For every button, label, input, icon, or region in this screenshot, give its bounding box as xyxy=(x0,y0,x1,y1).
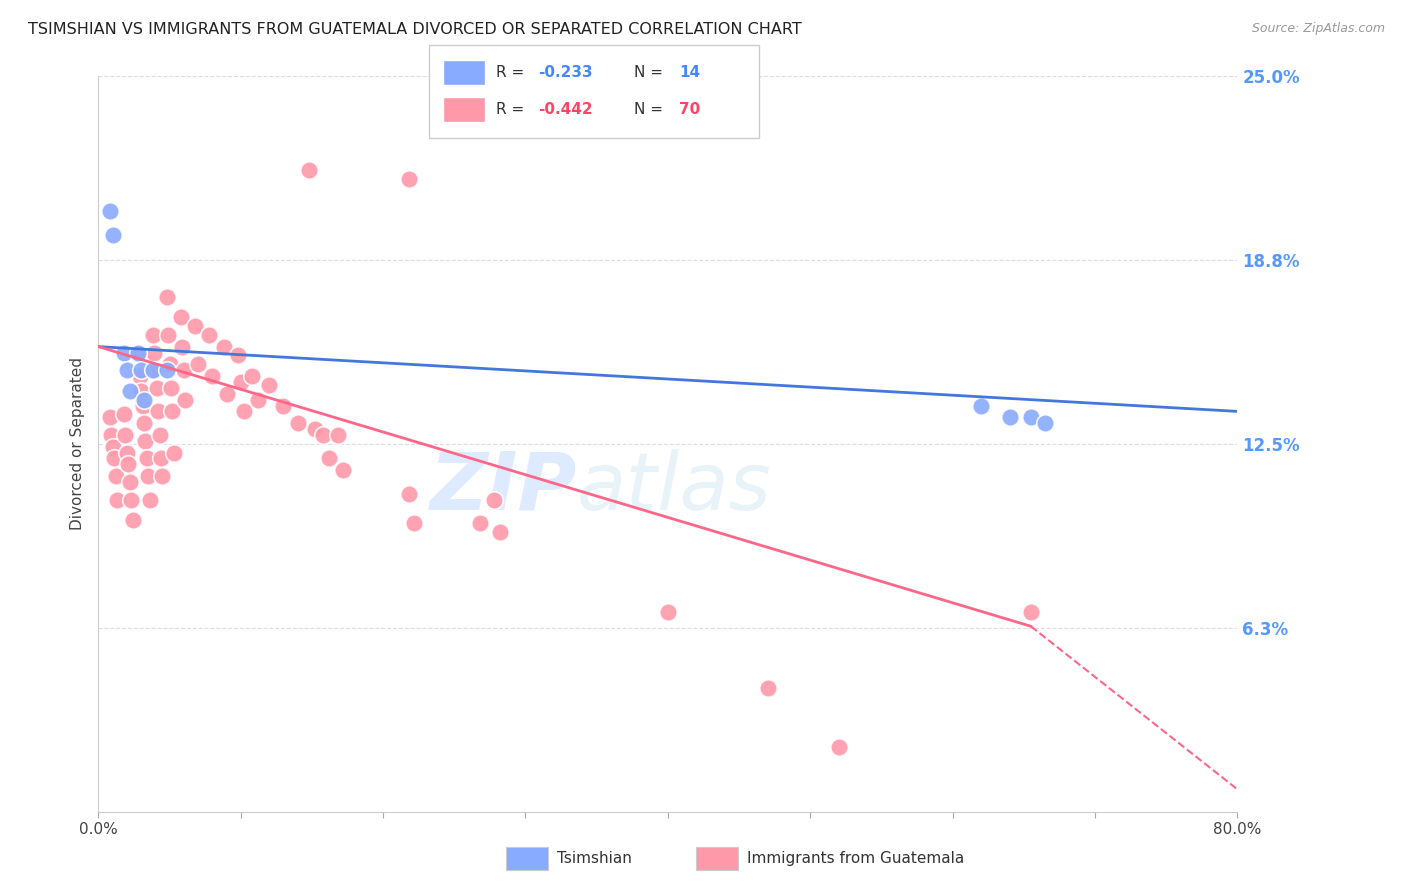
Point xyxy=(489,524,512,539)
Point xyxy=(174,392,197,407)
Point xyxy=(240,369,263,384)
Text: Tsimshian: Tsimshian xyxy=(557,851,631,865)
Text: -0.442: -0.442 xyxy=(538,103,593,117)
Point xyxy=(173,363,195,377)
Point xyxy=(118,384,141,398)
Point xyxy=(1019,605,1042,619)
Text: atlas: atlas xyxy=(576,449,772,527)
Point xyxy=(156,289,179,303)
Point xyxy=(136,469,159,483)
Point xyxy=(112,345,135,359)
Point xyxy=(105,492,128,507)
Point xyxy=(150,451,173,466)
Text: 14: 14 xyxy=(679,65,700,79)
Point xyxy=(112,407,135,421)
Point xyxy=(170,310,193,325)
Point xyxy=(998,410,1021,425)
Point xyxy=(146,381,169,395)
Point xyxy=(98,410,121,425)
Text: R =: R = xyxy=(496,65,530,79)
Point xyxy=(100,428,122,442)
Point xyxy=(101,227,124,242)
Text: 70: 70 xyxy=(679,103,700,117)
Point xyxy=(1019,410,1042,425)
Point xyxy=(121,513,143,527)
Point xyxy=(141,363,163,377)
Point xyxy=(152,469,174,483)
Point xyxy=(149,428,172,442)
Point xyxy=(756,681,779,695)
Point xyxy=(332,463,354,477)
Point xyxy=(115,445,138,459)
Point xyxy=(118,475,141,489)
Point xyxy=(117,458,139,472)
Point xyxy=(115,363,138,377)
Point xyxy=(404,516,426,531)
Point xyxy=(201,369,224,384)
Point xyxy=(482,492,505,507)
Point xyxy=(326,428,349,442)
Point xyxy=(398,487,420,501)
Point xyxy=(215,386,238,401)
Point xyxy=(135,451,157,466)
Point xyxy=(226,348,249,362)
Point xyxy=(138,492,160,507)
Point xyxy=(162,404,184,418)
Point xyxy=(187,357,209,371)
Point xyxy=(304,422,326,436)
Point xyxy=(312,428,335,442)
Point xyxy=(232,404,254,418)
Point xyxy=(318,451,340,466)
Point xyxy=(142,345,165,359)
Point xyxy=(132,392,155,407)
Point xyxy=(246,392,269,407)
Point xyxy=(212,340,235,354)
Point xyxy=(103,451,125,466)
Point xyxy=(468,516,491,531)
Point xyxy=(101,440,124,454)
Text: N =: N = xyxy=(634,103,668,117)
Point xyxy=(160,381,183,395)
Point xyxy=(148,404,170,418)
Point xyxy=(229,375,252,389)
Text: Immigrants from Guatemala: Immigrants from Guatemala xyxy=(747,851,965,865)
Text: TSIMSHIAN VS IMMIGRANTS FROM GUATEMALA DIVORCED OR SEPARATED CORRELATION CHART: TSIMSHIAN VS IMMIGRANTS FROM GUATEMALA D… xyxy=(28,22,801,37)
Point xyxy=(156,363,179,377)
Point xyxy=(259,378,281,392)
Point xyxy=(198,327,221,342)
Point xyxy=(98,204,121,219)
Point xyxy=(159,357,181,371)
Point xyxy=(129,384,152,398)
Point xyxy=(828,739,851,754)
Text: Source: ZipAtlas.com: Source: ZipAtlas.com xyxy=(1251,22,1385,36)
Point xyxy=(127,345,149,359)
Point xyxy=(127,345,149,359)
Text: R =: R = xyxy=(496,103,530,117)
Text: N =: N = xyxy=(634,65,668,79)
Point xyxy=(273,399,295,413)
Point xyxy=(128,369,150,384)
Text: ZIP: ZIP xyxy=(429,449,576,527)
Point xyxy=(287,416,309,430)
Point xyxy=(120,492,142,507)
Point xyxy=(157,327,180,342)
Point xyxy=(172,340,194,354)
Point xyxy=(1033,416,1056,430)
Point xyxy=(141,327,163,342)
Point xyxy=(970,399,993,413)
Point xyxy=(145,363,167,377)
Point xyxy=(114,428,136,442)
Point xyxy=(132,416,155,430)
Point xyxy=(184,318,207,333)
Point xyxy=(104,469,127,483)
Point xyxy=(129,363,152,377)
Point xyxy=(298,163,321,178)
Point xyxy=(131,399,153,413)
Point xyxy=(134,434,156,448)
Point xyxy=(163,445,186,459)
Point xyxy=(657,605,679,619)
Point xyxy=(398,171,420,186)
Text: -0.233: -0.233 xyxy=(538,65,593,79)
Y-axis label: Divorced or Separated: Divorced or Separated xyxy=(70,358,86,530)
